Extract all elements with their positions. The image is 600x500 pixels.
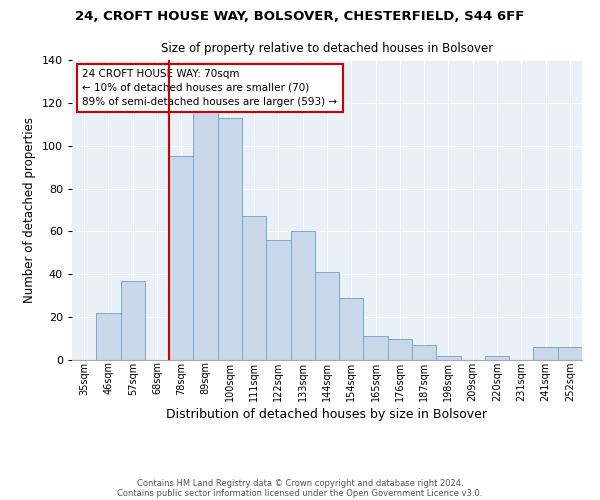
Text: Contains HM Land Registry data © Crown copyright and database right 2024.: Contains HM Land Registry data © Crown c… [137, 478, 463, 488]
Y-axis label: Number of detached properties: Number of detached properties [23, 117, 36, 303]
Bar [121, 280, 145, 360]
Bar [290, 232, 315, 360]
Bar [485, 356, 509, 360]
Bar [218, 118, 242, 360]
Bar [364, 336, 388, 360]
Text: 24 CROFT HOUSE WAY: 70sqm
← 10% of detached houses are smaller (70)
89% of semi-: 24 CROFT HOUSE WAY: 70sqm ← 10% of detac… [82, 69, 337, 107]
X-axis label: Distribution of detached houses by size in Bolsover: Distribution of detached houses by size … [167, 408, 487, 421]
Bar [558, 347, 582, 360]
Bar [242, 216, 266, 360]
Bar [339, 298, 364, 360]
Bar [96, 313, 121, 360]
Bar [193, 107, 218, 360]
Title: Size of property relative to detached houses in Bolsover: Size of property relative to detached ho… [161, 42, 493, 54]
Bar [436, 356, 461, 360]
Bar [533, 347, 558, 360]
Text: Contains public sector information licensed under the Open Government Licence v3: Contains public sector information licen… [118, 488, 482, 498]
Bar [388, 338, 412, 360]
Text: 24, CROFT HOUSE WAY, BOLSOVER, CHESTERFIELD, S44 6FF: 24, CROFT HOUSE WAY, BOLSOVER, CHESTERFI… [76, 10, 524, 23]
Bar [315, 272, 339, 360]
Bar [169, 156, 193, 360]
Bar [412, 345, 436, 360]
Bar [266, 240, 290, 360]
